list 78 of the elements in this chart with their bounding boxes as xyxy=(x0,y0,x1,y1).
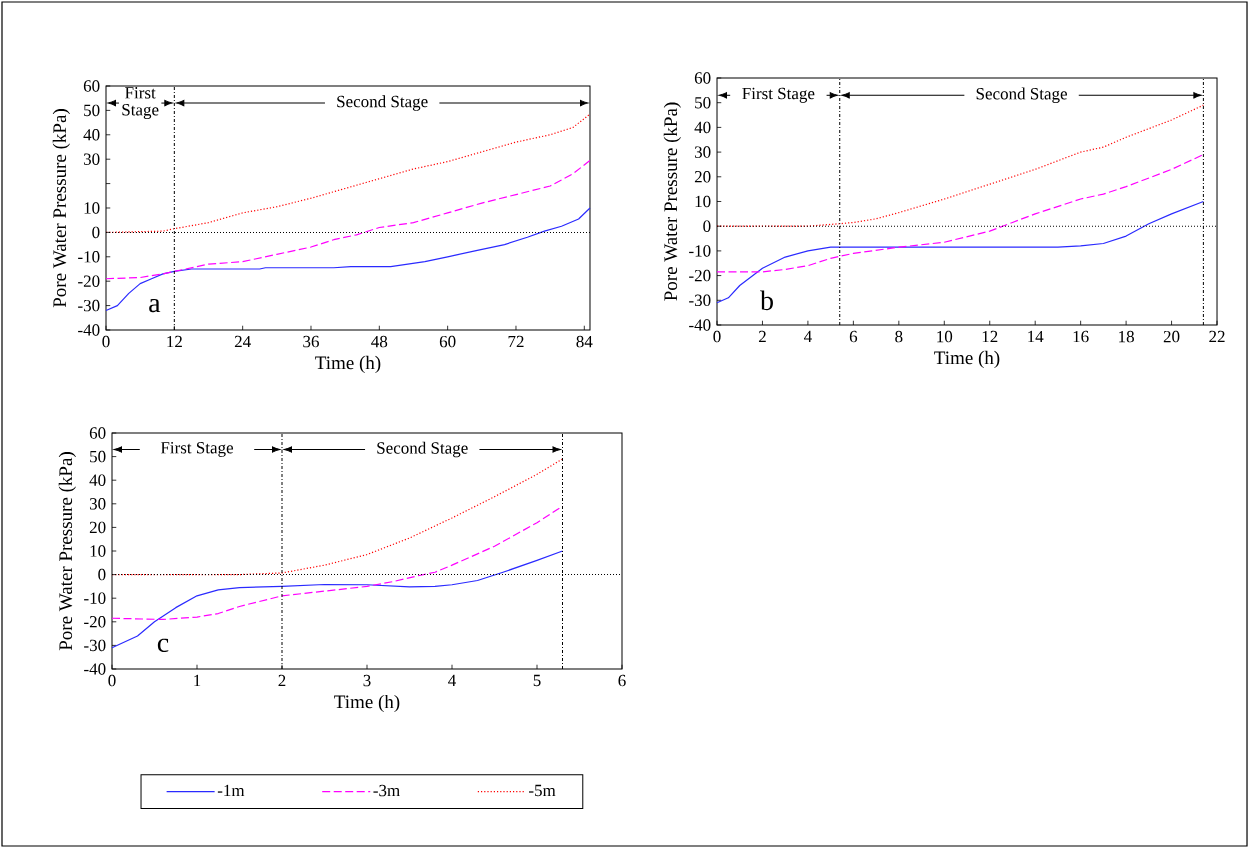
x-tick-label: 6 xyxy=(618,674,626,687)
x-tick-label: 3 xyxy=(363,674,371,687)
x-tick-label: 4 xyxy=(804,330,812,343)
y-tick-label: -20 xyxy=(84,616,106,628)
x-tick-label: 0 xyxy=(713,330,721,343)
x-tick-label: 12 xyxy=(982,330,998,343)
y-tick-label: 50 xyxy=(695,96,711,109)
y-tick-label: -30 xyxy=(689,294,711,307)
y-tick-label: -40 xyxy=(78,324,100,336)
annotation: a xyxy=(149,298,161,313)
x-tick-label: 14 xyxy=(1028,330,1044,343)
y-tick-label: 40 xyxy=(89,474,106,486)
x-tick-label: 84 xyxy=(576,335,593,348)
annotation: b xyxy=(760,290,773,311)
x-tick-label: 20 xyxy=(1163,330,1180,343)
annotation: First Stage xyxy=(122,87,159,120)
line-series xyxy=(105,159,591,280)
x-tick-label: 16 xyxy=(1073,330,1089,343)
y-tick-label: 30 xyxy=(694,146,711,158)
y-tick-label: -40 xyxy=(689,319,711,331)
legend-label: -3m xyxy=(373,784,400,797)
legend-label: -5m xyxy=(529,784,556,797)
x-tick-label: 1 xyxy=(194,674,201,687)
y-tick-label: 0 xyxy=(703,220,711,232)
y-tick-label: 40 xyxy=(694,121,711,134)
y-tick-label: 60 xyxy=(83,80,100,92)
y-tick-label: -40 xyxy=(84,663,106,675)
x-tick-label: 2 xyxy=(758,330,766,343)
x-tick-label: 4 xyxy=(448,674,456,687)
y-tick-label: -10 xyxy=(84,592,106,604)
x-tick-label: 18 xyxy=(1119,330,1134,343)
y-tick-label: 60 xyxy=(89,427,106,439)
x-tick-label: 2 xyxy=(278,674,286,687)
y-axis-title: Pore Water Pressure (kPa) xyxy=(58,452,76,651)
y-tick-label: 0 xyxy=(98,568,106,581)
x-tick-label: 0 xyxy=(108,674,116,687)
line-series xyxy=(111,505,564,621)
x-axis-title: Time (h) xyxy=(334,694,400,713)
y-tick-label: 0 xyxy=(92,226,100,239)
annotation: Second Stage xyxy=(337,95,428,111)
y-axis-title: Pore Water Pressure (kPa) xyxy=(663,102,681,301)
y-tick-label: -30 xyxy=(78,299,100,312)
y-tick-label: 30 xyxy=(83,153,100,165)
y-tick-label: 40 xyxy=(83,129,100,141)
x-tick-label: 36 xyxy=(303,335,319,348)
annotation: Second Stage xyxy=(976,87,1067,104)
y-tick-label: 20 xyxy=(694,171,711,183)
x-tick-label: 48 xyxy=(371,335,388,348)
y-tick-label: 50 xyxy=(90,450,106,463)
annotation: c xyxy=(157,638,169,653)
x-tick-label: 8 xyxy=(895,330,903,343)
y-tick-label: 10 xyxy=(84,202,100,214)
legend-label: -1m xyxy=(217,784,245,797)
y-tick-label: 10 xyxy=(90,545,106,557)
y-tick-label: -20 xyxy=(689,269,711,282)
y-tick-label: 10 xyxy=(695,195,711,208)
x-tick-label: 12 xyxy=(167,335,182,348)
y-tick-label: 50 xyxy=(84,104,100,117)
x-tick-label: 22 xyxy=(1209,330,1225,343)
y-tick-label: -10 xyxy=(78,251,100,263)
x-tick-label: 10 xyxy=(937,330,953,343)
x-tick-label: 5 xyxy=(533,674,541,687)
x-tick-label: 60 xyxy=(439,335,456,348)
annotation: First Stage xyxy=(742,87,815,103)
x-tick-label: 72 xyxy=(508,335,524,348)
x-axis-title: Time (h) xyxy=(315,355,381,374)
y-tick-label: 30 xyxy=(89,498,106,510)
y-axis-title: Pore Water Pressure (kPa) xyxy=(52,109,70,308)
y-tick-label: 20 xyxy=(89,521,106,534)
y-tick-label: 60 xyxy=(694,72,711,84)
x-axis-title: Time (h) xyxy=(934,350,1000,369)
x-tick-label: 24 xyxy=(234,335,251,348)
y-tick-label: -10 xyxy=(689,245,711,257)
annotation: First Stage xyxy=(160,442,234,457)
y-tick-label: -30 xyxy=(84,639,106,652)
x-tick-label: 6 xyxy=(849,330,858,343)
y-tick-label: -20 xyxy=(78,275,100,287)
annotation: Second Stage xyxy=(377,441,468,458)
